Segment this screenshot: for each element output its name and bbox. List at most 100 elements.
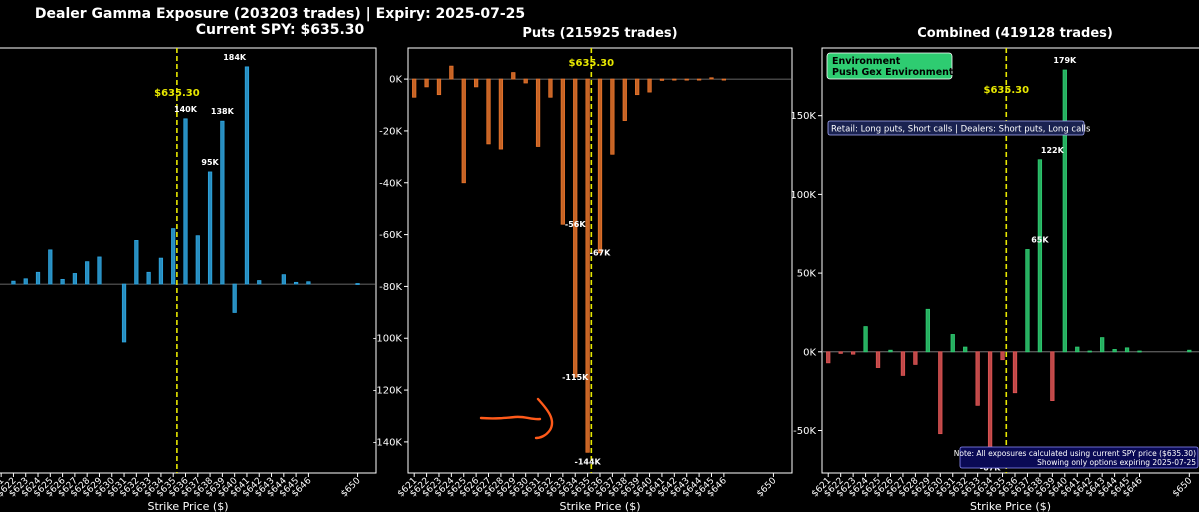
combined-ytick-label: 150K [790, 111, 816, 122]
puts-bar [473, 78, 479, 88]
puts-xtick-label: $650 [755, 476, 778, 499]
combined-bar [900, 351, 906, 376]
puts-bar [436, 78, 442, 96]
combined-bar [1025, 249, 1030, 353]
combined-bar [875, 351, 881, 368]
puts-data-label: -56K [565, 220, 586, 229]
puts-bar [672, 78, 677, 81]
combined-bar [1037, 159, 1043, 353]
puts-spot-label: $635.30 [569, 58, 615, 69]
combined-bar [925, 308, 930, 353]
combined-bar [888, 349, 893, 353]
calls-data-label: 95K [201, 158, 219, 167]
puts-ytick-label: -60K [379, 230, 402, 241]
combined-bar [950, 334, 955, 353]
calls-panel: $621$622$623$624$625$626$627$628$629$630… [0, 47, 377, 512]
combined-bar [1112, 349, 1117, 353]
combined-bar [850, 351, 856, 355]
puts-bar [635, 78, 640, 96]
environment-box-line1: Environment [832, 56, 901, 67]
calls-bar [97, 256, 102, 285]
puts-ytick-label: -140K [373, 437, 403, 448]
calls-bar [293, 281, 299, 285]
puts-bar [449, 65, 454, 80]
calls-bar [220, 120, 225, 285]
puts-bar [610, 78, 615, 155]
calls-bar [207, 171, 213, 285]
puts-bar [585, 78, 590, 453]
combined-ytick-label: 0K [803, 347, 816, 358]
puts-bar [647, 78, 652, 93]
combined-bar [1087, 350, 1092, 353]
puts-bar [721, 78, 727, 81]
calls-data-label: 138K [211, 107, 235, 116]
puts-bar [684, 78, 689, 81]
figure-title: Dealer Gamma Exposure (203203 trades) | … [0, 6, 560, 38]
retail-note: Retail: Long puts, Short calls | Dealers… [827, 120, 1091, 136]
environment-box-line2: Push Gex Environment [832, 67, 954, 78]
calls-bar [355, 283, 360, 285]
calls-bar [281, 274, 286, 285]
puts-bar [424, 78, 429, 88]
combined-data-label: 179K [1053, 56, 1077, 65]
combined-bar [863, 326, 868, 353]
combined-data-label: 122K [1041, 146, 1065, 155]
puts-ytick-label: -20K [379, 126, 402, 137]
calls-data-label: 184K [223, 53, 247, 62]
combined-panel: -50K0K50K100K150K$621$622$623$624$625$62… [790, 47, 1199, 512]
puts-data-label: -67K [590, 249, 611, 258]
puts-ytick-label: -80K [379, 282, 402, 293]
combined-bar [826, 351, 831, 364]
calls-bar [60, 278, 65, 285]
puts-bar [498, 78, 504, 150]
combined-bar [963, 346, 968, 353]
puts-ytick-label: -40K [379, 178, 402, 189]
retail-note-bg [827, 120, 1085, 136]
puts-bar [560, 78, 565, 225]
puts-bar [573, 78, 578, 378]
calls-bar [146, 271, 151, 285]
combined-data-label: 65K [1031, 235, 1049, 244]
calls-xtick-label: $650 [339, 476, 362, 499]
puts-data-label: -144K [575, 457, 602, 466]
figure-title-line1: Dealer Gamma Exposure (203203 trades) | … [34, 6, 526, 22]
combined-ytick-label: -50K [793, 426, 816, 437]
footer-note-line2: Showing only options expiring 2025-07-25 [1037, 458, 1196, 467]
combined-bar [975, 351, 980, 406]
puts-panel-title: Puts (215925 trades) [522, 26, 678, 41]
puts-bar [523, 78, 528, 84]
calls-bar [244, 66, 250, 285]
calls-bar [121, 283, 127, 343]
combined-ytick-label: 100K [790, 190, 816, 201]
calls-bar [306, 281, 311, 285]
retail-note-text: Retail: Long puts, Short calls | Dealers… [831, 125, 1091, 135]
combined-bar [938, 351, 943, 435]
figure-title-line2: Current SPY: $635.30 [195, 22, 365, 38]
combined-xtick-label: $650 [1171, 476, 1194, 499]
puts-bar [709, 77, 714, 80]
combined-bar [1124, 347, 1130, 353]
calls-bar [195, 235, 200, 285]
calls-xlabel: Strike Price ($) [147, 500, 228, 512]
footer-note-line1: Note: All exposures calculated using cur… [954, 449, 1196, 458]
calls-bar [85, 261, 90, 285]
combined-bar [913, 351, 918, 365]
combined-bar [1050, 351, 1055, 401]
puts-bar [412, 78, 417, 98]
puts-bar [486, 78, 491, 145]
environment-box-bg [826, 52, 953, 80]
puts-ytick-label: -100K [373, 334, 403, 345]
puts-xlabel: Strike Price ($) [559, 500, 640, 512]
calls-bar [23, 278, 28, 285]
calls-bar [183, 118, 188, 285]
calls-bar [171, 228, 176, 285]
combined-bar [1075, 346, 1080, 353]
calls-bar [11, 280, 16, 285]
combined-bar [1100, 337, 1105, 353]
calls-spot-label: $635.30 [154, 88, 200, 99]
calls-data-label: 140K [174, 105, 198, 114]
puts-data-label: -115K [562, 373, 589, 382]
puts-bar [535, 78, 541, 147]
